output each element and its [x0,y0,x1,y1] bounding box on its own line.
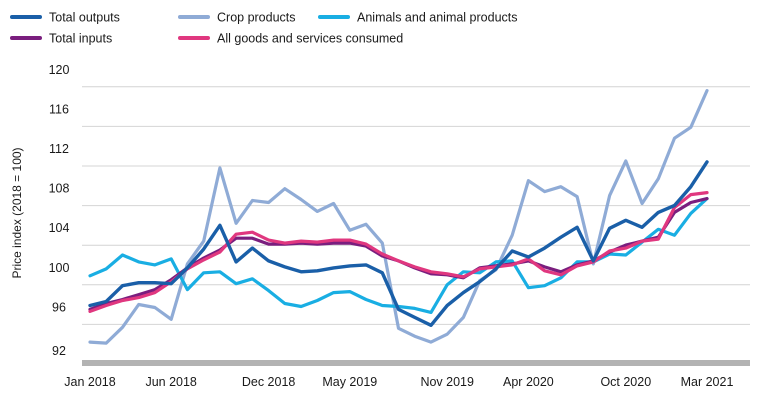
y-tick-label: 96 [52,300,66,314]
y-tick-label: 100 [49,261,70,275]
y-tick-label: 120 [49,63,70,77]
legend-item-crop-products: Crop products [178,11,296,25]
series-line-all-goods-and-services-consumed [88,191,709,313]
x-axis-tick-labels: Jan 2018 Jun 2018 Dec 2018 May 2019 Nov 2019… [64,375,733,389]
x-tick-label: May 2019 [322,375,377,389]
x-tick-label: Dec 2018 [242,375,296,389]
y-tick-label: 104 [49,221,70,235]
x-tick-label: Jan 2018 [64,375,115,389]
x-axis-baseline [82,360,750,366]
x-tick-label: Jun 2018 [145,375,196,389]
y-axis-tick-labels: 92 96 100 104 108 112 116 120 [49,63,70,358]
y-tick-label: 112 [49,142,69,156]
y-tick-label: 116 [49,102,69,116]
legend-label: Total outputs [49,11,120,25]
legend-label: Total inputs [49,32,112,46]
legend-item-animals-and-animal-products: Animals and animal products [318,11,518,25]
legend-item-total-inputs: Total inputs [10,32,112,46]
y-tick-label: 108 [49,182,70,196]
y-tick-label: 92 [52,344,66,358]
legend-item-total-outputs: Total outputs [10,11,120,25]
legend: Total outputs Crop products Animals and an… [10,11,518,46]
x-tick-label: Oct 2020 [600,375,651,389]
x-tick-label: Nov 2019 [420,375,474,389]
series-line-crop-products [88,88,709,345]
series-line-total-outputs [88,160,709,327]
legend-label: Animals and animal products [357,11,518,25]
y-axis-title: Price index (2018 = 100) [10,147,24,278]
legend-item-all-goods-and-services-consumed: All goods and services consumed [178,32,403,46]
series-line-animals-and-animal-products [88,197,709,314]
x-tick-label: Apr 2020 [503,375,554,389]
gridlines [82,86,750,325]
legend-label: All goods and services consumed [217,32,403,46]
legend-label: Crop products [217,11,296,25]
x-tick-label: Mar 2021 [681,375,734,389]
series-lines [88,88,709,345]
